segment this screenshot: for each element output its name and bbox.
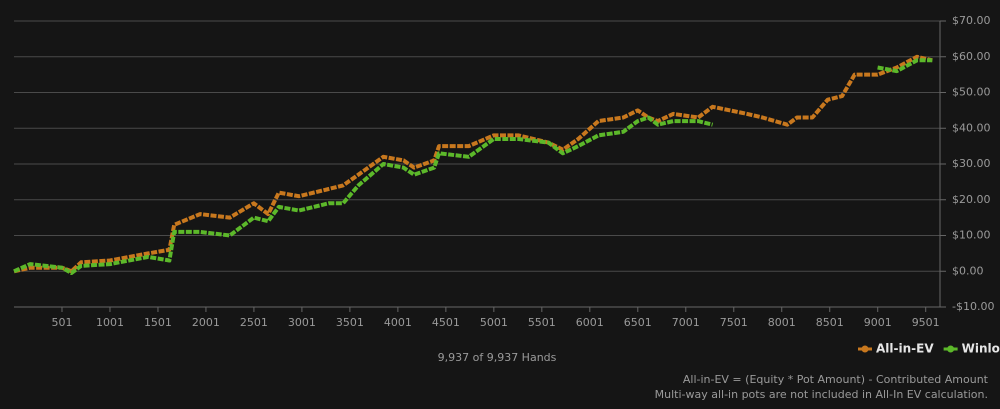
x-tick-label: 1001 [96, 316, 124, 329]
y-tick-label: $10.00 [952, 229, 991, 242]
series-line [13, 58, 933, 275]
x-tick-label: 6001 [576, 316, 604, 329]
x-tick-label: 6501 [624, 316, 652, 329]
legend-label: All-in-EV [876, 342, 934, 356]
x-tick-label: 501 [51, 316, 72, 329]
y-tick-label: $0.00 [952, 264, 984, 277]
y-tick-label: $70.00 [952, 14, 991, 27]
x-tick-label: 7001 [672, 316, 700, 329]
y-tick-label: $50.00 [952, 86, 991, 99]
x-tick-label: 1501 [144, 316, 172, 329]
x-tick-label: 3001 [288, 316, 316, 329]
x-tick-label: 9001 [864, 316, 892, 329]
y-tick-label: $60.00 [952, 50, 991, 63]
x-tick-label: 7501 [720, 316, 748, 329]
legend-marker [861, 345, 869, 353]
x-tick-label: 2501 [240, 316, 268, 329]
x-tick-label: 4001 [384, 316, 412, 329]
y-tick-label: $40.00 [952, 121, 991, 134]
y-tick-label: $20.00 [952, 193, 991, 206]
x-tick-label: 3501 [336, 316, 364, 329]
x-tick-label: 5001 [480, 316, 508, 329]
x-tick-label: 2001 [192, 316, 220, 329]
note: All-in-EV = (Equity * Pot Amount) - Cont… [683, 373, 989, 386]
x-tick-label: 5501 [528, 316, 556, 329]
x-tick-label: 8001 [768, 316, 796, 329]
y-tick-label: $30.00 [952, 157, 991, 170]
x-tick-label: 8501 [816, 316, 844, 329]
legend-label: Winloss [962, 342, 1000, 356]
caption: 9,937 of 9,937 Hands [438, 351, 557, 364]
legend-marker [947, 345, 955, 353]
x-tick-label: 4501 [432, 316, 460, 329]
series-line [13, 54, 933, 274]
x-tick-label: 9501 [912, 316, 940, 329]
note: Multi-way all-in pots are not included i… [655, 388, 988, 401]
y-tick-label: -$10.00 [952, 300, 994, 313]
